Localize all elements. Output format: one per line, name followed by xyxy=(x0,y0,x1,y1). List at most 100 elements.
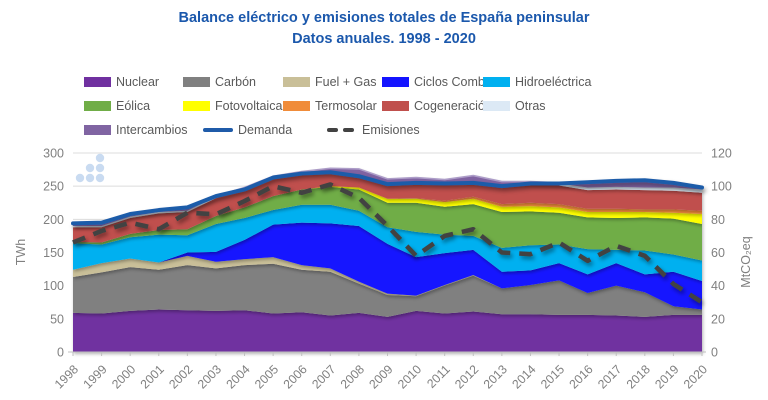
x-label-2017: 2017 xyxy=(595,362,624,391)
area-ciclos-comb xyxy=(73,222,702,310)
legend-swatch xyxy=(283,101,310,111)
legend-swatch xyxy=(382,77,409,87)
left-tick-250: 250 xyxy=(43,180,64,194)
legend-swatch xyxy=(483,77,510,87)
right-tick-60: 60 xyxy=(711,246,725,260)
x-label-2006: 2006 xyxy=(281,362,310,391)
dot xyxy=(85,173,95,183)
demanda-line xyxy=(71,170,704,226)
legend-label: Fotovoltaica xyxy=(215,99,283,113)
chart-title: Balance eléctrico y emisiones totales de… xyxy=(0,8,768,50)
legend-label: Nuclear xyxy=(116,75,160,89)
dot xyxy=(95,153,105,163)
x-label-2007: 2007 xyxy=(309,362,338,391)
legend-item-demanda: Demanda xyxy=(203,123,292,137)
legend-label: Intercambios xyxy=(116,123,188,137)
legend-item-cogeneracion: Cogeneración xyxy=(382,99,492,113)
x-label-2016: 2016 xyxy=(567,362,596,391)
dot xyxy=(95,163,105,173)
x-label-2011: 2011 xyxy=(424,362,453,391)
chart-title-line1: Balance eléctrico y emisiones totales de… xyxy=(178,10,590,26)
x-label-2020: 2020 xyxy=(681,362,710,391)
legend-label: Demanda xyxy=(238,123,293,137)
legend-item-fotovoltaica: Fotovoltaica xyxy=(183,99,282,113)
dot xyxy=(85,163,95,173)
legend-swatch xyxy=(183,77,210,87)
legend-label: Cogeneración xyxy=(414,99,492,113)
left-tick-200: 200 xyxy=(43,213,64,227)
legend-item-ciclos-comb: Ciclos Comb. xyxy=(382,75,488,89)
legend-label: Eólica xyxy=(116,99,151,113)
left-tick-0: 0 xyxy=(57,346,64,360)
x-label-2009: 2009 xyxy=(366,362,395,391)
right-tick-120: 120 xyxy=(711,147,732,161)
x-label-2002: 2002 xyxy=(166,362,195,391)
right-tick-20: 20 xyxy=(711,312,725,326)
right-tick-40: 40 xyxy=(711,279,725,293)
legend-item-hidroelectrica: Hidroeléctrica xyxy=(483,75,591,89)
legend-swatch xyxy=(84,77,111,87)
legend-item-emisiones: Emisiones xyxy=(327,123,420,137)
legend-swatch xyxy=(382,101,409,111)
x-label-2004: 2004 xyxy=(223,362,252,391)
legend-item-otras: Otras xyxy=(483,99,546,113)
dot xyxy=(75,173,85,183)
x-label-2001: 2001 xyxy=(138,362,167,391)
area-fuel-gas xyxy=(73,255,702,310)
dot xyxy=(95,173,105,183)
right-axis-title: MtCO₂eq xyxy=(739,236,753,287)
legend-label: Carbón xyxy=(215,75,256,89)
legend-swatch xyxy=(483,101,510,111)
left-tick-50: 50 xyxy=(50,312,64,326)
right-tick-100: 100 xyxy=(711,180,732,194)
x-label-1998: 1998 xyxy=(52,362,81,391)
x-axis: 1998 1999 2000 2001 2002 2003 2004 2005 2006 2007… xyxy=(52,351,710,391)
left-axis: 0 50 100 150 200 250 300 TWh xyxy=(14,147,64,360)
x-label-2018: 2018 xyxy=(624,362,653,391)
area-hidroelectrica xyxy=(73,204,702,282)
x-label-2014: 2014 xyxy=(509,362,538,391)
area-eolica xyxy=(73,186,702,261)
legend-label: Fuel + Gas xyxy=(315,75,377,89)
right-tick-80: 80 xyxy=(711,213,725,227)
left-tick-300: 300 xyxy=(43,147,64,161)
legend-line-marker xyxy=(203,128,233,132)
x-label-2005: 2005 xyxy=(252,362,281,391)
x-label-2000: 2000 xyxy=(109,362,138,391)
x-label-2015: 2015 xyxy=(538,362,567,391)
legend-label: Termosolar xyxy=(315,99,377,113)
left-tick-100: 100 xyxy=(43,279,64,293)
area-nuclear xyxy=(73,309,702,352)
legend-swatch xyxy=(84,125,111,135)
legend-item-fuel-gas: Fuel + Gas xyxy=(283,75,377,89)
x-label-1999: 1999 xyxy=(80,362,109,391)
area-cogeneracion xyxy=(73,169,702,243)
x-label-2019: 2019 xyxy=(652,362,681,391)
legend-item-termosolar: Termosolar xyxy=(283,99,377,113)
legend: Nuclear Carbón Fuel + Gas Ciclos Comb. Hidro… xyxy=(0,0,768,145)
area-carbon xyxy=(73,263,702,317)
area-fotovoltaica xyxy=(73,186,702,243)
left-tick-150: 150 xyxy=(43,246,64,260)
left-axis-title: TWh xyxy=(14,239,28,265)
legend-swatch xyxy=(183,101,210,111)
x-label-2012: 2012 xyxy=(452,362,481,391)
x-label-2013: 2013 xyxy=(481,362,510,391)
dots-logo xyxy=(75,153,105,183)
chart-title-line2: Datos anuales. 1998 - 2020 xyxy=(292,31,476,47)
emisiones-line xyxy=(72,182,704,305)
legend-label: Ciclos Comb. xyxy=(414,75,489,89)
right-axis: 0 20 40 60 80 100 120 MtCO₂eq xyxy=(711,147,753,360)
legend-swatch xyxy=(84,101,111,111)
x-label-2003: 2003 xyxy=(195,362,224,391)
legend-item-intercambios: Intercambios xyxy=(84,123,188,137)
right-tick-0: 0 xyxy=(711,346,718,360)
x-label-2010: 2010 xyxy=(395,362,424,391)
legend-label: Otras xyxy=(515,99,546,113)
stacked-areas xyxy=(72,167,703,352)
legend-item-eolica: Eólica xyxy=(84,99,150,113)
legend-item-carbon: Carbón xyxy=(183,75,256,89)
legend-label: Hidroeléctrica xyxy=(515,75,592,89)
